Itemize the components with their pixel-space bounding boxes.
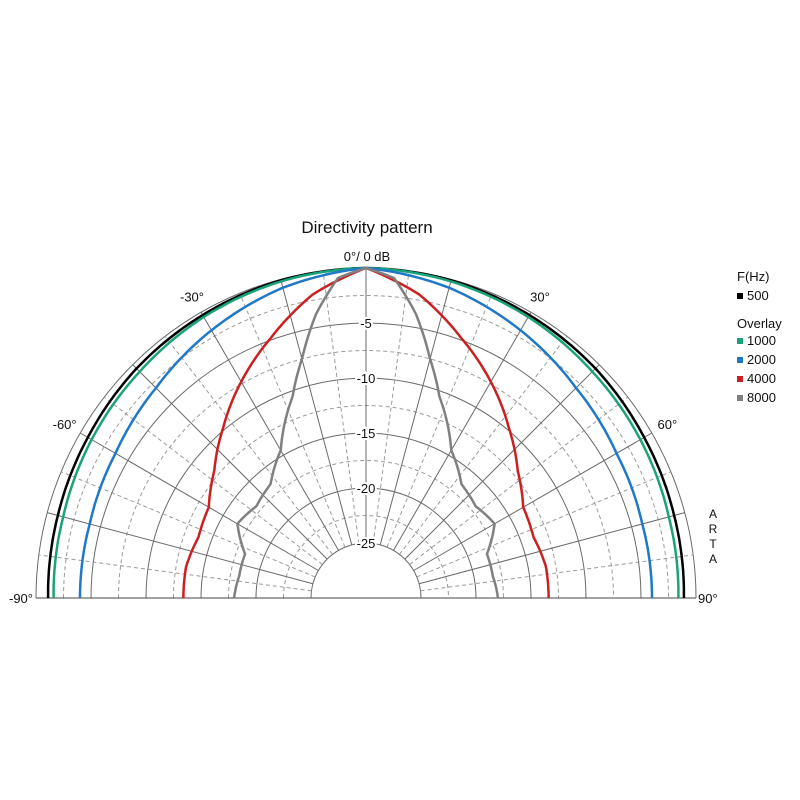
minor-radial [372,270,410,544]
angle-label: -60° [53,417,77,432]
major-radial [413,432,653,571]
major-radial [418,512,685,585]
minor-radial [322,270,360,544]
minor-radial [409,396,629,565]
major-radial [200,311,339,551]
radial-label: -20 [357,481,376,496]
legend-swatch-500 [737,293,743,299]
minor-radial [38,554,312,592]
legend: F(Hz) Overlay 500 1000 2000 4000 8000 [737,269,782,405]
legend-swatch-4000 [737,376,743,382]
legend-overlay-header: Overlay [737,316,782,331]
minor-ring [63,295,669,599]
radial-label: -10 [357,371,376,386]
major-radial [379,279,452,546]
minor-radial [386,292,493,548]
angle-label: 30° [530,290,550,305]
legend-swatch-8000 [737,395,743,401]
series-group [46,266,686,599]
angle-label: 90° [698,591,718,606]
major-radial [47,512,314,585]
polar-grid [35,267,697,599]
minor-radial [399,335,568,555]
watermark-letter: T [709,537,717,551]
legend-swatch-1000 [737,338,743,344]
radial-label: -25 [357,536,376,551]
watermark-letter: A [709,552,717,566]
radial-label: -5 [360,316,372,331]
radial-labels: -5 -10 -15 -20 -25 [355,314,378,553]
major-radial [404,364,600,560]
minor-ring [228,460,504,599]
watermark-letter: A [709,507,717,521]
major-radial [132,364,328,560]
angle-label: 60° [658,417,678,432]
legend-label-1000: 1000 [747,333,776,348]
watermark-letter: R [709,522,718,536]
minor-radial [420,554,694,592]
minor-radial [239,292,346,548]
major-radial [79,432,319,571]
major-ring [310,542,422,599]
legend-label-8000: 8000 [747,390,776,405]
legend-swatch-2000 [737,357,743,363]
legend-header: F(Hz) [737,269,770,284]
minor-radial [103,396,323,565]
legend-label-500: 500 [747,288,769,303]
legend-label-2000: 2000 [747,352,776,367]
major-radial [393,311,532,551]
major-radial [280,279,353,546]
top-angle-label: 0°/ 0 dB [344,249,390,264]
angle-label: -90° [9,591,33,606]
legend-label-4000: 4000 [747,371,776,386]
angle-label: -30° [180,290,204,305]
series-8000-curve [232,266,500,599]
minor-radial [60,471,316,578]
radial-label: -15 [357,426,376,441]
angle-labels: -90° -60° -30° 30° 60° 90° [9,290,718,606]
minor-radial [164,335,333,555]
minor-radial [416,471,672,578]
chart-title: Directivity pattern [301,218,432,237]
